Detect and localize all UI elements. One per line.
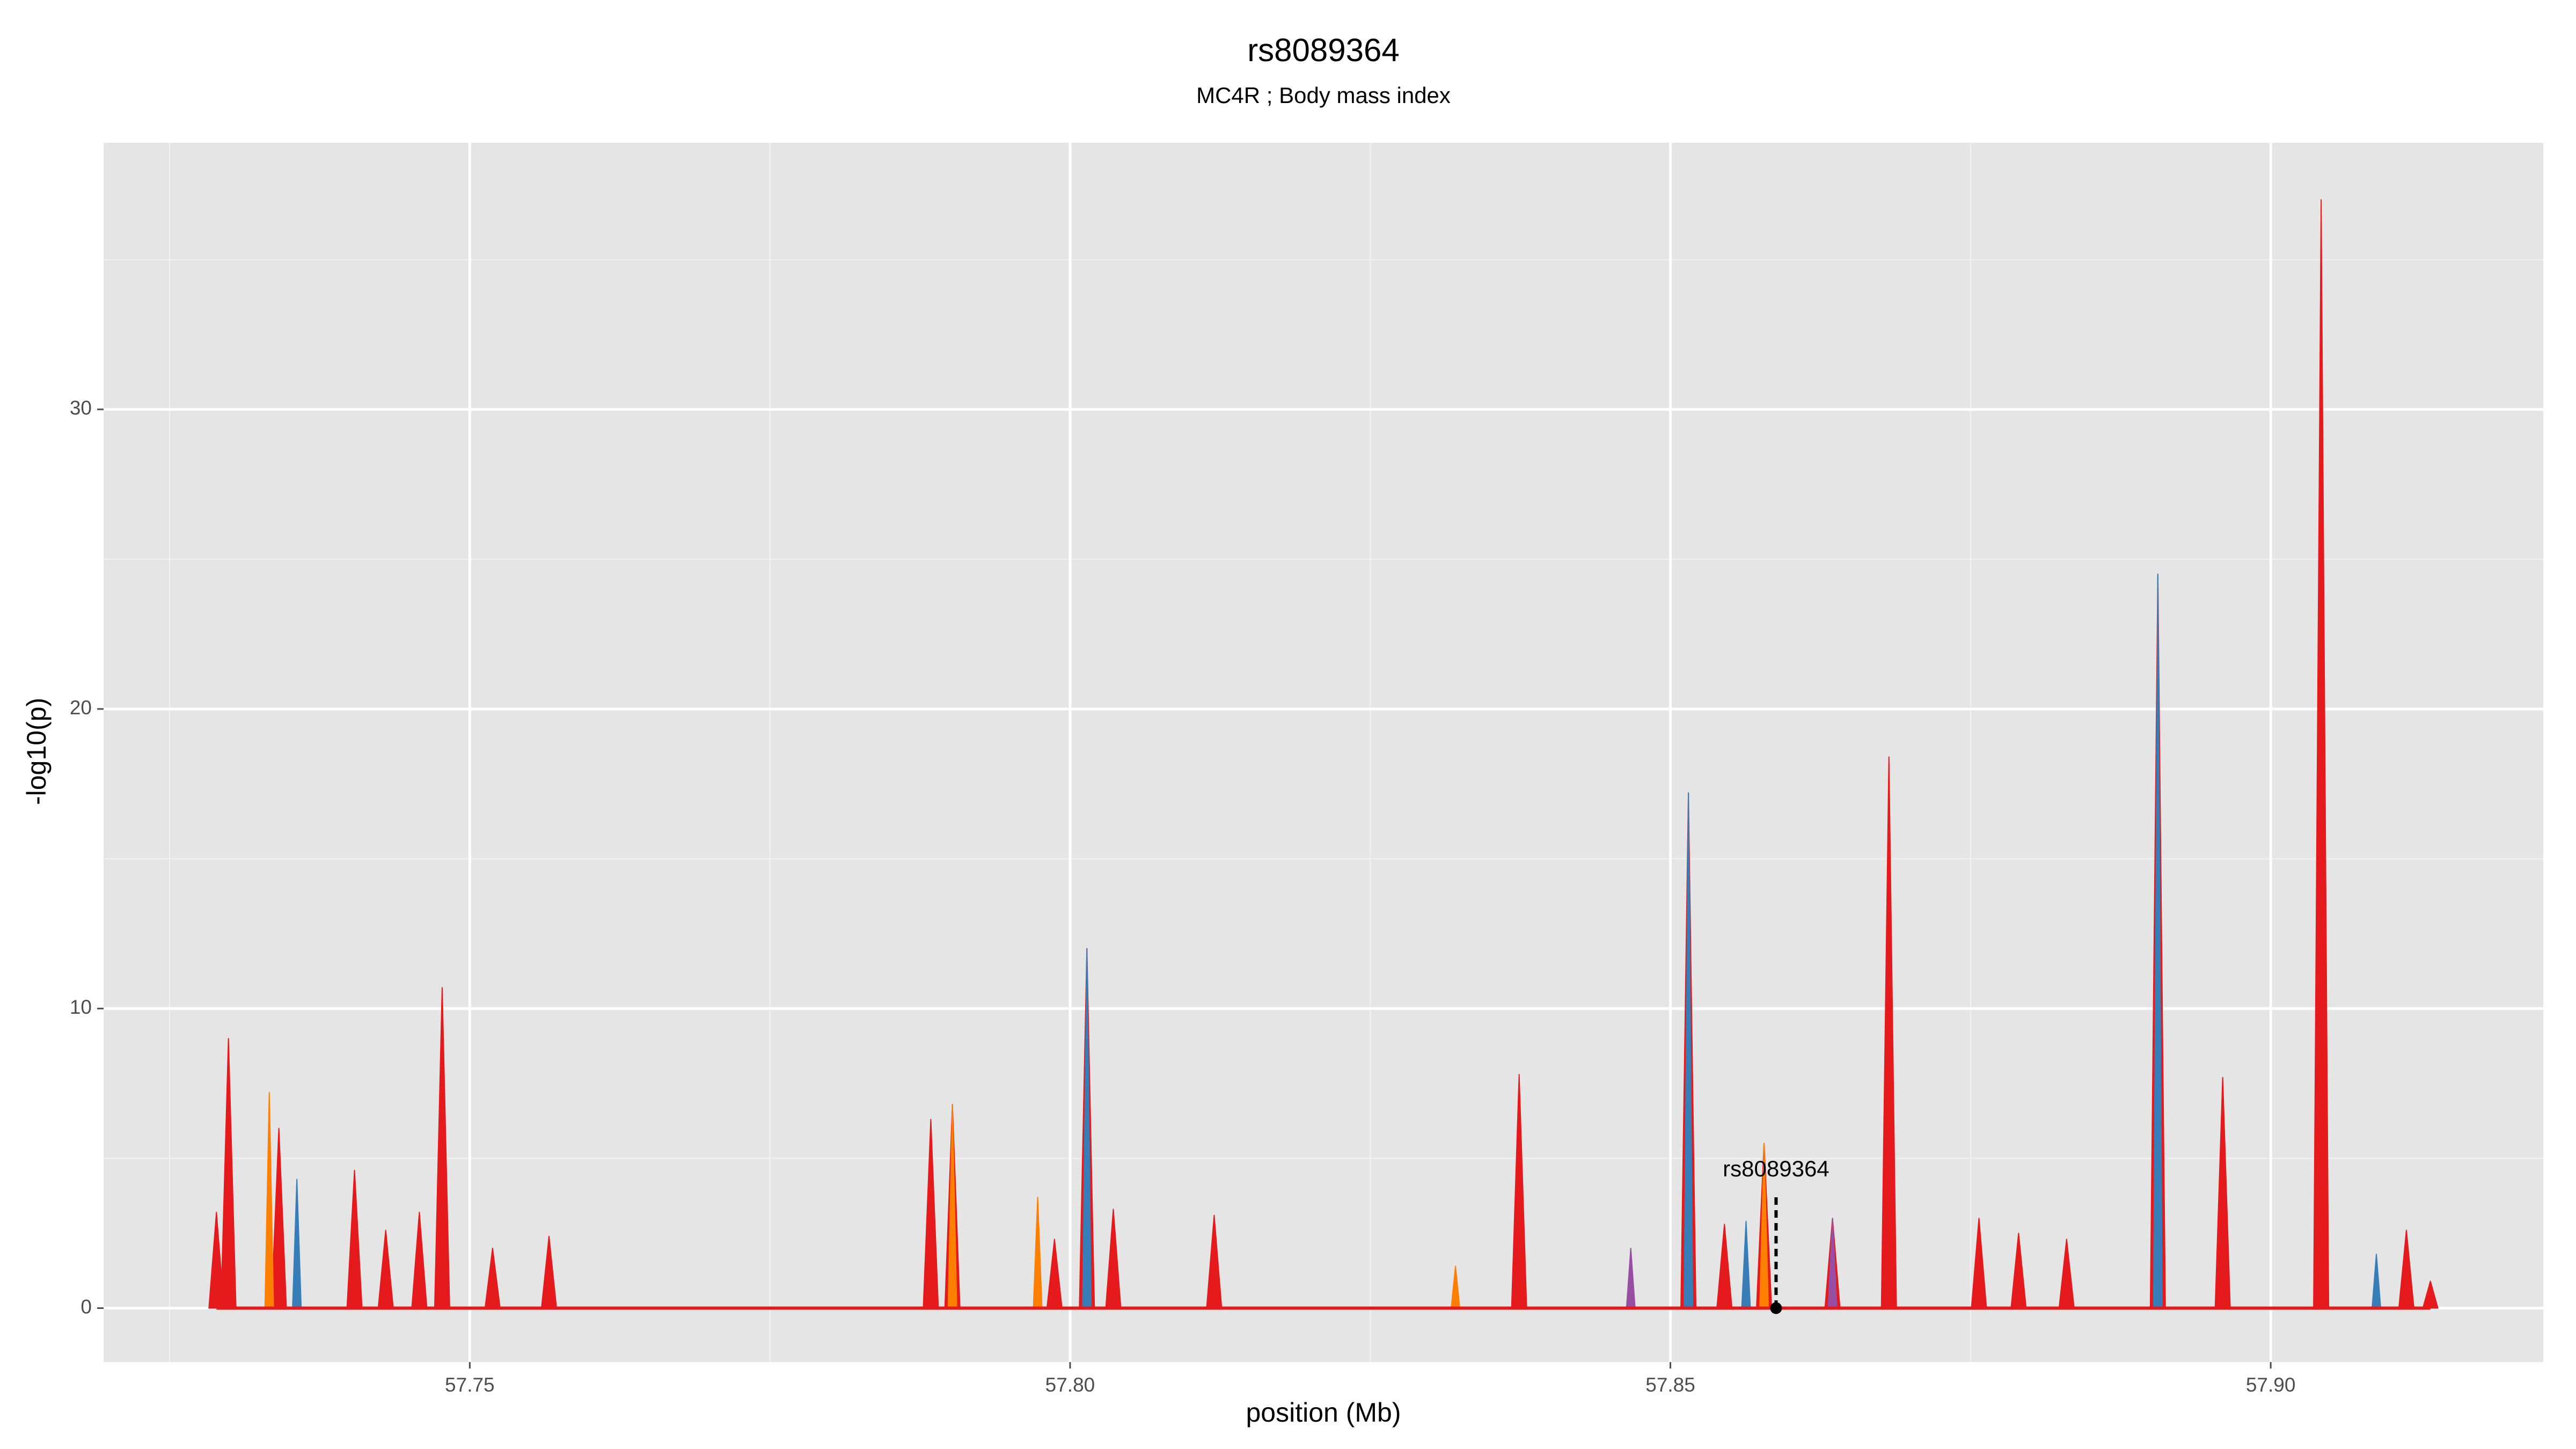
chart-title: rs8089364 — [1247, 32, 1400, 68]
annotation-point — [1770, 1302, 1782, 1314]
chart-subtitle: MC4R ; Body mass index — [1196, 83, 1451, 108]
y-tick-label: 10 — [70, 996, 92, 1018]
series — [1626, 1218, 1838, 1309]
x-tick-label: 57.75 — [445, 1374, 495, 1396]
x-tick-label: 57.80 — [1045, 1374, 1095, 1396]
y-tick-label: 30 — [70, 397, 92, 419]
y-axis-label: -log10(p) — [21, 698, 52, 805]
annotation-label: rs8089364 — [1723, 1156, 1829, 1181]
y-tick-label: 0 — [80, 1296, 92, 1318]
x-axis-label: position (Mb) — [1246, 1397, 1401, 1428]
x-tick-label: 57.90 — [2246, 1374, 2296, 1396]
x-tick-label: 57.85 — [1645, 1374, 1695, 1396]
y-tick-label: 20 — [70, 697, 92, 719]
